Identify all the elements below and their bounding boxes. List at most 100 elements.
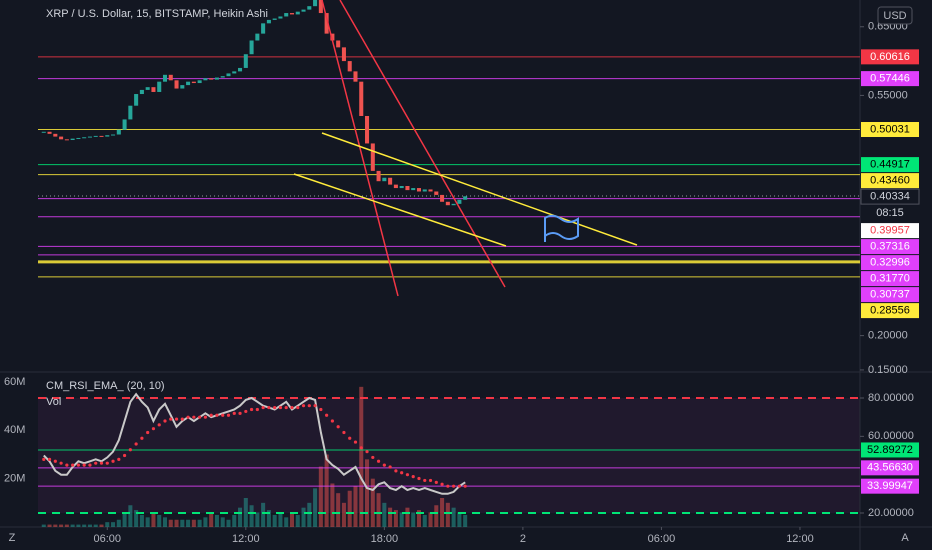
rsi-ema-dot (163, 419, 167, 423)
volume-bar (365, 459, 370, 527)
level-label-bg (861, 122, 919, 138)
level-label: 0.30737 (870, 289, 910, 301)
candle (365, 115, 370, 144)
rsi-ema-dot (301, 404, 306, 408)
x-tick-label: 12:00 (232, 533, 260, 545)
rsi-ema-dot (249, 407, 254, 412)
candle (249, 40, 254, 55)
volume-bar (134, 510, 139, 527)
rsi-ema-dot (388, 465, 392, 469)
level-label: 0.43460 (870, 175, 910, 187)
rsi-ema-dot (244, 409, 248, 414)
candle (318, 0, 323, 14)
candle (370, 143, 375, 171)
level-label-bg (861, 157, 919, 173)
rsi-ema-dot (371, 455, 375, 460)
volume-bar (382, 502, 387, 527)
rsi-ema-dot (111, 459, 115, 463)
level-label: 0.40334 (870, 191, 910, 203)
x-tick-label: 06:00 (648, 533, 676, 545)
rsi-ema-dot (203, 415, 208, 419)
rsi-level-label-bg (861, 478, 919, 494)
volume-bar (266, 510, 271, 527)
volume-bar (82, 524, 87, 527)
rsi-ema-dot (157, 423, 161, 427)
volume-bar (151, 512, 156, 527)
volume-bar (243, 498, 248, 527)
level-label: 0.57446 (870, 73, 910, 85)
level-label: 0.37316 (870, 241, 910, 253)
vol-title: Vol (46, 396, 61, 408)
candle (405, 186, 410, 191)
level-label-bg (861, 71, 919, 87)
candle (336, 40, 341, 48)
rsi-ema-dot (434, 480, 438, 484)
candle (226, 73, 231, 77)
volume-bar (93, 524, 98, 527)
candle (445, 201, 450, 206)
rsi-ema-dot (405, 473, 410, 477)
rsi-ema-dot (140, 436, 144, 440)
candle (157, 81, 162, 92)
rsi-ema-dot (180, 417, 184, 421)
volume-bar (203, 517, 208, 527)
candle (209, 78, 214, 80)
volume-bar (214, 514, 219, 527)
rsi-ema-dot (313, 404, 317, 408)
trend-line (339, 0, 506, 288)
volume-bar (278, 512, 283, 527)
volume-bar (168, 519, 173, 527)
rsi-ema-dot (42, 457, 46, 461)
rsi-ema-dot (82, 463, 86, 467)
candle (87, 136, 92, 138)
timezone-button[interactable]: Z (9, 532, 16, 544)
candle (295, 11, 300, 15)
candle (255, 33, 260, 41)
volume-bar (186, 519, 191, 527)
candle (220, 76, 225, 78)
candle (307, 6, 312, 10)
channel-line (321, 132, 638, 246)
rsi-ema-dot (59, 461, 63, 465)
currency-box[interactable] (877, 6, 913, 25)
candle (93, 135, 98, 137)
volume-bar (301, 507, 306, 527)
volume-bar (162, 517, 168, 527)
candle (330, 33, 335, 41)
rsi-tick-label: 60.00000 (868, 430, 914, 442)
candle (353, 71, 358, 82)
candle (440, 194, 445, 202)
auto-scale-button[interactable]: A (901, 532, 909, 544)
volume-bar (307, 502, 312, 527)
rsi-ema-dot (267, 405, 271, 410)
rsi-ema-dot (105, 461, 109, 465)
volume-bar (145, 517, 150, 527)
levels (38, 56, 860, 278)
volume-bar (428, 512, 433, 527)
candle (434, 191, 439, 195)
rsi-ema-dot (186, 415, 190, 419)
lower-pane (38, 386, 860, 527)
level-label-bg (861, 255, 919, 271)
volume-bar (70, 524, 75, 527)
level-label: 0.44917 (870, 159, 910, 171)
rsi-ema-dot (151, 427, 156, 431)
rsi-level-label-bg (861, 460, 919, 476)
candle (64, 139, 69, 141)
volume-bar (116, 519, 121, 527)
volume-bar (232, 514, 237, 527)
rsi-tick-label: 20.00000 (868, 507, 914, 519)
candle (53, 133, 58, 137)
volume-bar (59, 524, 64, 527)
rsi-ema-dot (209, 413, 213, 417)
volume-bar (53, 524, 58, 527)
volume-bar (324, 454, 329, 527)
currency[interactable]: USD (883, 10, 906, 22)
rsi-ema-dot (117, 457, 121, 461)
volume-bar (457, 512, 462, 527)
candle (266, 19, 271, 24)
candle (457, 199, 462, 204)
candle (145, 87, 150, 90)
candle (388, 177, 393, 185)
rsi-ema-dot (330, 419, 334, 423)
